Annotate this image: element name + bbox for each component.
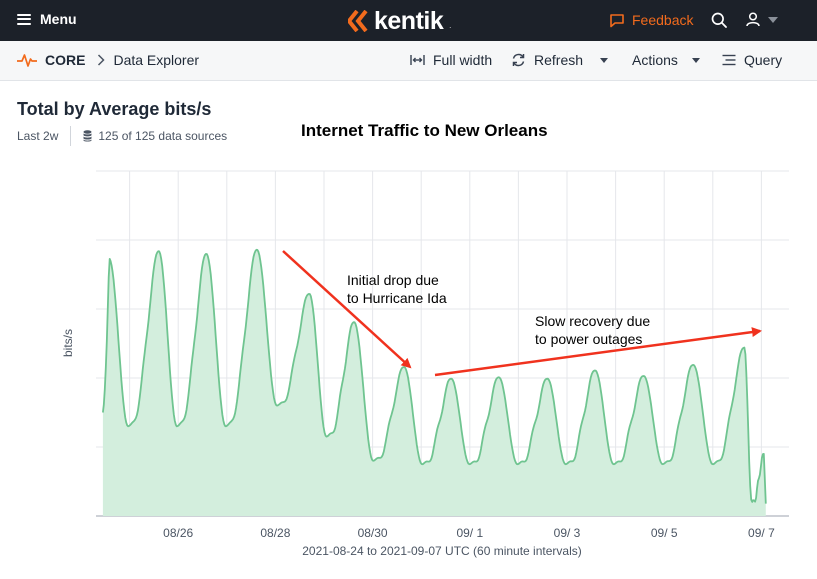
recovery-annotation-line2: to power outages <box>535 331 643 347</box>
actions-label: Actions <box>632 52 678 68</box>
x-axis-ticks: 08/26 08/28 08/30 09/ 1 09/ 3 09/ 5 09/ 7 <box>163 526 775 540</box>
x-tick-label: 08/30 <box>358 526 388 540</box>
breadcrumb: CORE Data Explorer <box>17 52 199 68</box>
drop-annotation: Initial drop due to Hurricane Ida <box>347 271 447 307</box>
x-tick-label: 09/ 7 <box>748 526 775 540</box>
kentik-logo-icon <box>348 10 368 32</box>
search-icon <box>711 12 727 28</box>
full-width-label: Full width <box>433 52 493 68</box>
refresh-dropdown-button[interactable] <box>600 58 608 63</box>
caret-down-icon <box>600 58 608 63</box>
recovery-annotation: Slow recovery due to power outages <box>535 312 650 348</box>
data-sources-label: 125 of 125 data sources <box>98 129 228 143</box>
top-nav-bar: Menu kentik . Feedback <box>0 0 817 41</box>
pulse-icon <box>17 54 37 67</box>
user-icon <box>746 12 760 27</box>
x-axis-label: 2021-08-24 to 2021-09-07 UTC (60 minute … <box>302 544 581 558</box>
y-axis-label: bits/s <box>61 329 75 357</box>
refresh-button[interactable]: Refresh <box>511 52 583 68</box>
query-button[interactable]: Query <box>722 52 782 68</box>
panel-title: Total by Average bits/s <box>17 99 212 119</box>
traffic-series-line <box>102 248 767 504</box>
series-area <box>102 248 767 517</box>
feedback-icon <box>610 13 624 27</box>
recovery-arrow <box>434 327 762 377</box>
trademark-icon: . <box>449 23 452 30</box>
breadcrumb-page: Data Explorer <box>113 52 200 68</box>
drop-annotation-line1: Initial drop due <box>347 272 439 288</box>
x-tick-label: 09/ 5 <box>651 526 678 540</box>
drop-arrow <box>282 250 412 369</box>
menu-label: Menu <box>40 11 77 27</box>
user-menu-button[interactable] <box>746 12 778 27</box>
list-icon <box>722 54 736 66</box>
chart-annotation-title: Internet Traffic to New Orleans <box>301 121 548 140</box>
feedback-label: Feedback <box>632 12 694 28</box>
search-button[interactable] <box>711 12 727 33</box>
kentik-logo[interactable]: kentik . <box>348 6 451 36</box>
x-tick-label: 08/28 <box>260 526 290 540</box>
caret-down-icon <box>691 57 700 63</box>
refresh-label: Refresh <box>534 52 584 68</box>
expand-width-icon <box>410 55 425 65</box>
time-range[interactable]: Last 2w <box>17 129 59 143</box>
logo-text: kentik <box>374 6 444 35</box>
database-icon <box>83 130 92 142</box>
x-tick-label: 09/ 3 <box>554 526 581 540</box>
meta-divider <box>70 126 72 146</box>
x-tick-label: 08/26 <box>163 526 193 540</box>
chevron-down-icon <box>768 16 778 23</box>
x-tick-label: 09/ 1 <box>456 526 483 540</box>
drop-annotation-line2: to Hurricane Ida <box>347 290 447 306</box>
query-label: Query <box>744 52 783 68</box>
refresh-icon <box>512 53 525 67</box>
full-width-button[interactable]: Full width <box>410 52 492 68</box>
sub-toolbar: CORE Data Explorer Full width Refresh Ac… <box>0 41 817 81</box>
breadcrumb-root[interactable]: CORE <box>45 52 86 68</box>
menu-button[interactable]: Menu <box>17 11 77 27</box>
actions-button[interactable]: Actions <box>632 52 700 68</box>
menu-icon <box>17 13 31 25</box>
feedback-button[interactable]: Feedback <box>609 12 693 28</box>
chevron-right-icon <box>98 54 106 66</box>
traffic-area-fill <box>102 249 766 517</box>
data-sources[interactable]: 125 of 125 data sources <box>83 129 227 143</box>
panel-meta: Last 2w 125 of 125 data sources <box>17 126 227 146</box>
recovery-annotation-line1: Slow recovery due <box>535 313 651 329</box>
